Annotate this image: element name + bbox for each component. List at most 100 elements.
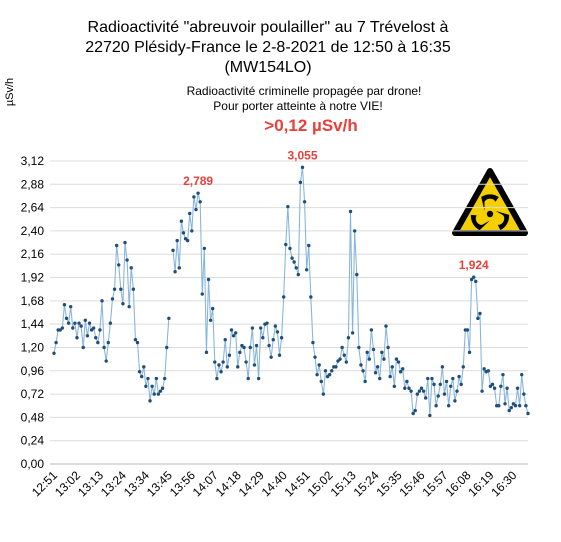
- data-point: [152, 392, 156, 396]
- data-point: [167, 316, 171, 321]
- data-point: [246, 376, 250, 381]
- data-point: [342, 353, 346, 357]
- data-point: [430, 376, 434, 381]
- chart-title: Radioactivité "abreuvoir poulailler" au …: [88, 19, 449, 36]
- data-point: [150, 384, 154, 389]
- data-point: [338, 357, 342, 361]
- data-point: [60, 326, 65, 330]
- data-point: [221, 360, 225, 364]
- data-point: [219, 370, 223, 374]
- chart-title: 22720 Plésidy-France le 2-8-2021 de 12:5…: [85, 39, 451, 56]
- data-point: [64, 316, 69, 321]
- trefoil: [470, 194, 510, 231]
- data-point: [442, 392, 447, 396]
- data-point: [208, 318, 213, 322]
- data-point: [522, 392, 526, 396]
- data-point: [229, 328, 234, 332]
- data-point: [227, 353, 232, 357]
- data-point: [346, 336, 351, 340]
- data-point: [290, 256, 294, 260]
- data-point: [119, 287, 123, 291]
- data-point: [340, 345, 344, 350]
- data-point: [405, 379, 409, 384]
- data-point: [100, 299, 104, 303]
- data-point: [52, 351, 56, 355]
- data-point: [117, 263, 121, 267]
- annotation: >0,12 µSv/h: [264, 116, 357, 135]
- data-point: [160, 386, 165, 390]
- data-point: [250, 326, 255, 330]
- data-point: [288, 246, 292, 251]
- data-point: [196, 191, 200, 195]
- data-point: [369, 328, 374, 332]
- data-point: [210, 306, 215, 311]
- data-point: [507, 408, 511, 413]
- data-point: [334, 365, 338, 369]
- data-point: [79, 324, 83, 328]
- data-point: [520, 372, 524, 377]
- data-point: [407, 386, 411, 390]
- data-point: [248, 345, 252, 350]
- data-point: [403, 386, 407, 390]
- data-point: [330, 369, 334, 373]
- data-point: [436, 394, 440, 398]
- data-point: [457, 374, 461, 379]
- data-point: [254, 343, 259, 348]
- data-point: [83, 318, 88, 322]
- data-point: [482, 367, 486, 371]
- data-point: [144, 384, 148, 389]
- y-tick-label: 1,68: [21, 294, 45, 308]
- data-point: [365, 350, 369, 355]
- data-point: [121, 302, 125, 306]
- data-point: [327, 372, 332, 377]
- data-point: [77, 321, 81, 325]
- data-point: [281, 295, 286, 299]
- data-point: [492, 386, 497, 390]
- data-point: [148, 399, 152, 403]
- data-point: [198, 200, 202, 204]
- data-point: [344, 360, 349, 364]
- data-point: [286, 204, 290, 209]
- data-point: [321, 392, 326, 396]
- data-point: [146, 376, 150, 381]
- data-point: [175, 238, 179, 243]
- data-point: [213, 360, 217, 364]
- data-point: [62, 303, 67, 307]
- data-point: [396, 360, 401, 364]
- data-point: [359, 363, 363, 367]
- data-point: [459, 382, 463, 387]
- chart-title: (MW154LO): [224, 59, 311, 76]
- data-point: [323, 369, 328, 373]
- data-point: [409, 389, 413, 393]
- data-point: [413, 408, 417, 413]
- y-tick-label: 0,24: [21, 434, 45, 448]
- data-point: [75, 336, 79, 340]
- data-point: [380, 350, 384, 355]
- data-point: [375, 365, 380, 369]
- data-point: [357, 345, 361, 350]
- y-tick-label: 2,64: [21, 201, 45, 215]
- data-point: [438, 382, 442, 387]
- data-point: [461, 365, 465, 369]
- data-point: [474, 279, 478, 284]
- data-point: [202, 246, 207, 251]
- data-point: [158, 389, 163, 393]
- data-point: [135, 340, 140, 345]
- radiation-icon: [452, 168, 528, 236]
- data-point: [269, 355, 273, 359]
- data-point: [355, 272, 359, 277]
- data-point: [181, 231, 186, 235]
- data-point: [284, 242, 288, 247]
- data-point: [423, 396, 428, 400]
- data-point: [85, 334, 90, 338]
- data-point: [112, 287, 117, 291]
- data-point: [69, 304, 73, 309]
- y-tick-label: 0,00: [21, 457, 45, 471]
- data-point: [309, 295, 313, 299]
- data-point: [315, 372, 319, 377]
- data-point: [486, 369, 491, 373]
- data-point: [348, 209, 353, 214]
- data-point: [54, 340, 58, 345]
